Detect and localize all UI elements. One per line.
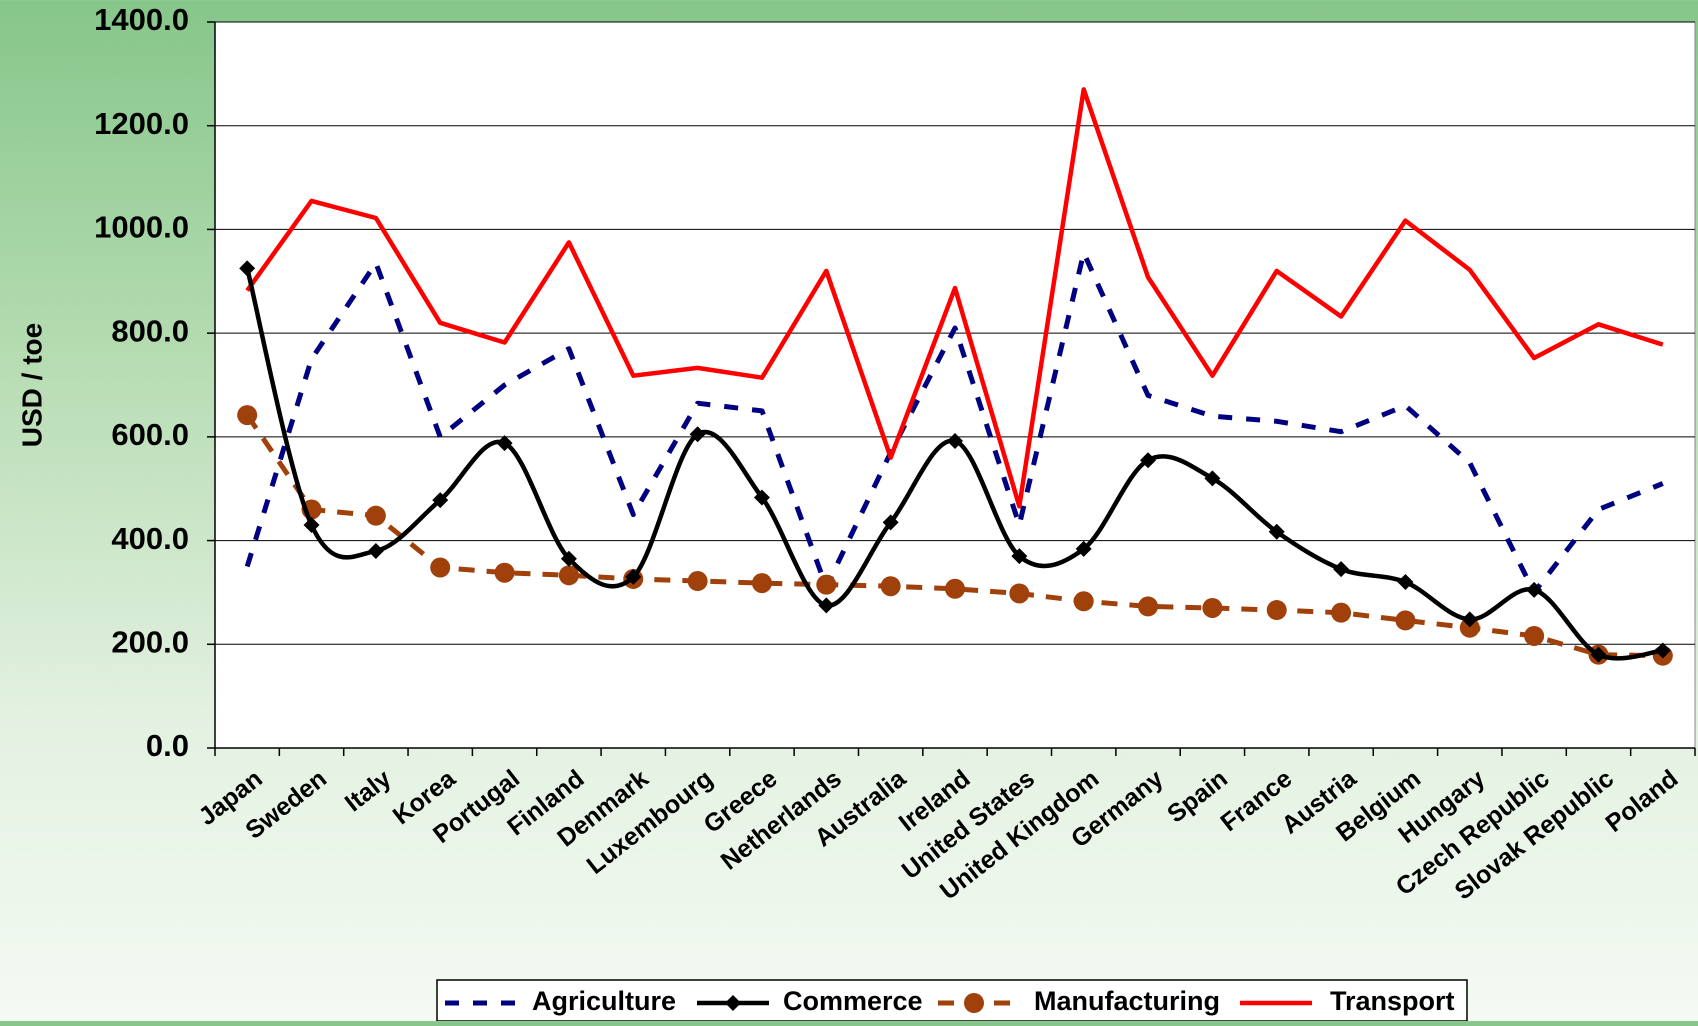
data-point-commerce (239, 260, 256, 277)
data-point-commerce (1526, 581, 1543, 598)
data-point-commerce (1461, 611, 1478, 628)
y-tick-label: 1000.0 (94, 210, 189, 245)
data-point-commerce (1590, 646, 1607, 663)
legend-item-commerce: Commerce (697, 986, 923, 1016)
y-tick-label: 400.0 (111, 521, 189, 556)
legend-marker-commerce (725, 995, 741, 1011)
data-point-commerce (560, 550, 577, 567)
data-point-commerce (1011, 548, 1028, 565)
legend-item-agriculture: Agriculture (445, 986, 676, 1016)
data-point-commerce (1333, 561, 1350, 578)
data-point-manufacturing (751, 573, 772, 594)
data-point-commerce (367, 542, 384, 559)
legend-item-transport: Transport (1240, 986, 1455, 1016)
series-transport (245, 87, 1664, 509)
y-tick-label: 1400.0 (94, 2, 189, 37)
data-point-commerce (882, 514, 899, 531)
data-point-commerce (625, 568, 642, 585)
series-line-agriculture (244, 250, 1664, 595)
data-point-manufacturing (1459, 617, 1480, 638)
axes (207, 21, 1696, 756)
legend-label: Manufacturing (1034, 986, 1220, 1016)
data-point-manufacturing (816, 574, 837, 595)
y-tick-label: 0.0 (146, 728, 189, 763)
data-point-manufacturing (880, 576, 901, 597)
legend-label: Agriculture (532, 986, 676, 1016)
data-point-manufacturing (1395, 610, 1416, 631)
data-point-manufacturing (1266, 600, 1287, 621)
data-point-manufacturing (1524, 625, 1545, 646)
y-tick-label: 1200.0 (94, 106, 189, 141)
data-point-commerce (753, 489, 770, 506)
legend-label: Commerce (783, 986, 923, 1016)
y-axis-title: USD / toe (16, 323, 47, 447)
data-point-manufacturing (430, 557, 451, 578)
data-point-manufacturing (237, 405, 258, 426)
series-agriculture (244, 250, 1664, 595)
data-point-manufacturing (945, 578, 965, 599)
series-commerce (239, 260, 1671, 663)
data-point-commerce (496, 435, 513, 452)
data-point-commerce (818, 597, 835, 614)
legend-marker-manufacturing (964, 993, 984, 1013)
data-point-commerce (1268, 523, 1285, 540)
legend: Agriculture Commerce Manufacturing Transpor… (436, 979, 1468, 1022)
legend-item-manufacturing: Manufacturing (938, 986, 1220, 1016)
plot-area (214, 21, 1696, 749)
data-point-manufacturing (1138, 596, 1159, 617)
data-point-manufacturing (1073, 591, 1094, 612)
data-point-commerce (947, 433, 963, 450)
data-point-commerce (1654, 642, 1671, 659)
data-point-manufacturing (687, 571, 708, 592)
data-point-commerce (1397, 574, 1414, 591)
data-point-commerce (689, 426, 706, 443)
data-point-manufacturing (494, 562, 515, 583)
legend-label: Transport (1330, 986, 1455, 1016)
series-manufacturing (237, 405, 1673, 666)
data-point-manufacturing (558, 565, 579, 586)
data-point-commerce (1075, 540, 1092, 557)
data-point-manufacturing (1009, 583, 1030, 604)
x-tick-label: Poland (1600, 765, 1683, 838)
series-layer (237, 87, 1673, 666)
data-point-manufacturing (1202, 597, 1223, 618)
data-point-commerce (1140, 452, 1157, 469)
data-point-commerce (1204, 470, 1221, 487)
y-tick-label: 200.0 (111, 624, 189, 659)
data-point-commerce (303, 517, 320, 534)
series-line-transport (245, 87, 1664, 509)
y-tick-label: 600.0 (111, 417, 189, 452)
y-tick-label: 800.0 (111, 313, 189, 348)
data-point-manufacturing (365, 505, 386, 526)
data-point-commerce (432, 492, 449, 509)
data-point-manufacturing (1331, 602, 1352, 623)
